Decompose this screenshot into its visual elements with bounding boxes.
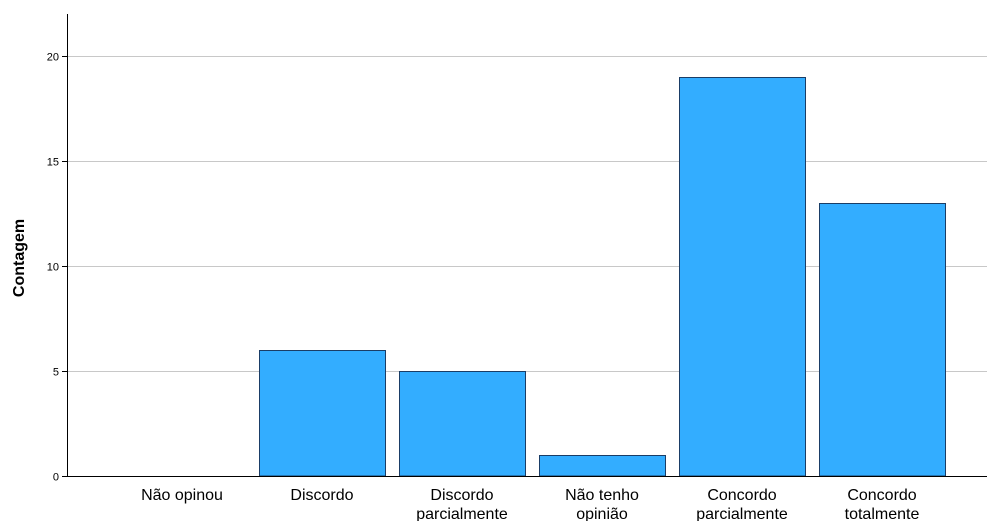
x-category-label-line: Concordo <box>707 487 776 504</box>
x-category-label: Discordo parcialmente <box>416 487 508 521</box>
y-axis-label: Contagem <box>11 219 28 297</box>
x-category-label-line: parcialmente <box>416 506 508 521</box>
x-category-label-line: Discordo <box>430 487 493 504</box>
x-category-label-line: Concordo <box>847 487 916 504</box>
x-category-label-line: parcialmente <box>696 506 788 521</box>
x-category-label-line: Não opinou <box>141 487 223 504</box>
y-tick-label: 5 <box>53 367 59 379</box>
x-category-label-line: opinião <box>576 506 628 521</box>
bar <box>679 77 806 477</box>
x-category-label-line: Discordo <box>290 487 353 504</box>
x-category-label: Concordo parcialmente <box>696 487 788 521</box>
y-tick-labels: 0 5 10 15 20 <box>47 52 59 484</box>
x-category-label-line: Não tenho <box>565 487 639 504</box>
bar <box>539 455 666 477</box>
x-category-label: Não tenho opinião <box>565 487 639 521</box>
bar <box>399 371 526 477</box>
bar <box>259 350 386 477</box>
x-category-label: Não opinou <box>141 487 223 504</box>
y-tick-label: 0 <box>53 472 59 484</box>
y-tick-label: 20 <box>47 52 59 64</box>
axes <box>62 14 987 477</box>
x-category-label-line: totalmente <box>845 506 920 521</box>
x-category-label: Concordo totalmente <box>845 487 920 521</box>
x-category-label: Discordo <box>290 487 353 504</box>
y-tick-label: 10 <box>47 262 59 274</box>
x-category-labels: Não opinou Discordo Discordo parcialmente Nã… <box>141 487 919 521</box>
bars <box>259 77 946 477</box>
y-tick-label: 15 <box>47 157 59 169</box>
bar <box>819 203 946 477</box>
